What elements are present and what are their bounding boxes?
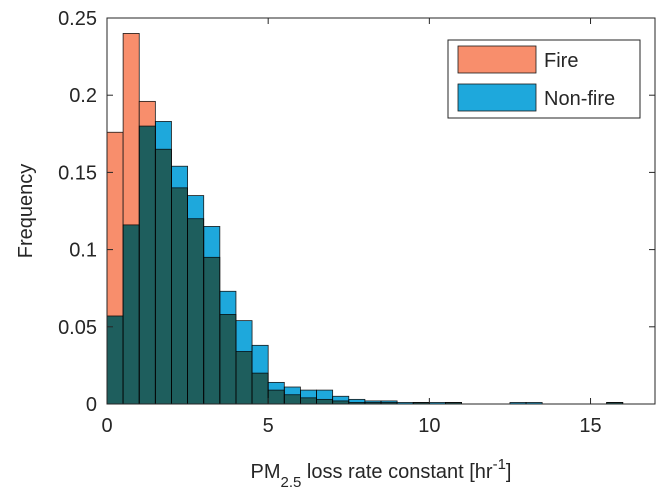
y-tick-label: 0.15 <box>58 162 97 184</box>
y-axis-label: Frequency <box>15 164 37 259</box>
bar <box>332 395 350 405</box>
bar <box>138 125 156 405</box>
bar <box>171 165 188 405</box>
legend-swatch <box>457 45 537 74</box>
x-tick-label: 5 <box>263 415 274 437</box>
bar <box>300 389 317 405</box>
bar <box>283 386 301 405</box>
x-label-part: ] <box>506 461 512 483</box>
y-tick-label: 0.1 <box>69 240 97 262</box>
bar <box>316 389 334 405</box>
y-tick-label: 0.25 <box>58 8 97 30</box>
x-label-part: loss rate constant [hr <box>301 461 493 483</box>
x-label-sup: -1 <box>493 456 506 473</box>
x-label-sub: 2.5 <box>281 474 302 491</box>
bar <box>122 224 140 405</box>
bar <box>267 381 285 405</box>
bar <box>106 315 124 405</box>
bar <box>187 195 205 405</box>
bar <box>348 398 366 405</box>
legend-label: Non-fire <box>544 88 615 110</box>
bar <box>203 226 221 405</box>
plot-frame <box>106 17 656 405</box>
x-axis-label: PM2.5 loss rate constant [hr-1] <box>251 456 512 491</box>
x-tick-label: 15 <box>579 415 601 437</box>
legend-swatch <box>457 83 537 112</box>
bar <box>154 121 172 405</box>
x-tick-label: 10 <box>418 415 440 437</box>
y-tick-label: 0 <box>86 394 97 416</box>
bar <box>235 320 253 405</box>
y-tick-label: 0.05 <box>58 317 97 339</box>
bar <box>251 344 269 405</box>
y-tick-label: 0.2 <box>69 85 97 107</box>
x-label-part: PM <box>251 461 281 483</box>
x-tick-label: 0 <box>101 415 112 437</box>
legend-label: Fire <box>544 50 578 72</box>
bar <box>219 290 237 405</box>
